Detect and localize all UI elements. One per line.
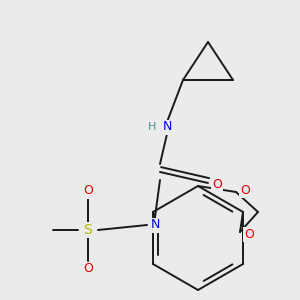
Text: O: O <box>244 227 254 241</box>
Text: O: O <box>212 178 222 190</box>
Text: O: O <box>240 184 250 196</box>
Text: H: H <box>148 122 156 132</box>
Text: N: N <box>150 218 160 232</box>
Text: O: O <box>83 262 93 275</box>
Text: O: O <box>83 184 93 197</box>
Text: N: N <box>162 121 172 134</box>
Text: S: S <box>84 223 92 237</box>
